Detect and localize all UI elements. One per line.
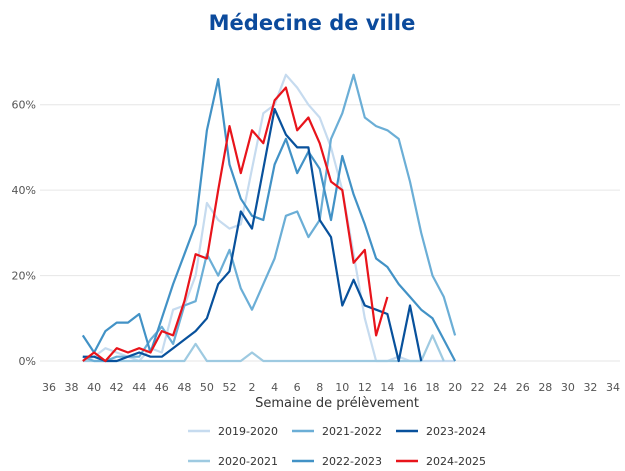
x-tick-label: 48	[177, 381, 191, 394]
x-tick-label: 12	[358, 381, 372, 394]
y-tick-label: 20%	[12, 270, 36, 283]
series-line	[82, 86, 389, 363]
legend-label: 2023-2024	[426, 425, 486, 438]
legend-label: 2020-2021	[218, 455, 278, 467]
series-line	[82, 73, 457, 363]
x-tick-label: 30	[561, 381, 575, 394]
x-tick-label: 40	[87, 381, 101, 394]
x-tick-label: 20	[448, 381, 462, 394]
x-tick-label: 6	[294, 381, 301, 394]
y-tick-label: 40%	[12, 184, 36, 197]
x-tick-label: 38	[65, 381, 79, 394]
x-tick-label: 28	[538, 381, 552, 394]
x-tick-label: 14	[380, 381, 394, 394]
x-tick-label: 42	[110, 381, 124, 394]
legend-label: 2019-2020	[218, 425, 278, 438]
x-tick-label: 46	[155, 381, 169, 394]
x-tick-label: 22	[471, 381, 485, 394]
x-tick-label: 52	[222, 381, 236, 394]
x-tick-label: 32	[583, 381, 597, 394]
series-line	[82, 334, 445, 363]
legend-label: 2021-2022	[322, 425, 382, 438]
x-axis-label: Semaine de prélèvement	[255, 396, 419, 411]
legend-label: 2022-2023	[322, 455, 382, 467]
x-tick-label: 8	[316, 381, 323, 394]
series-line	[82, 107, 423, 363]
x-tick-label: 50	[200, 381, 214, 394]
x-tick-label: 34	[606, 381, 620, 394]
x-tick-label: 44	[132, 381, 146, 394]
x-tick-label: 16	[403, 381, 417, 394]
chart-title: Médecine de ville	[209, 11, 416, 35]
x-tick-label: 10	[335, 381, 349, 394]
x-tick-label: 26	[516, 381, 530, 394]
y-tick-label: 0%	[19, 355, 36, 368]
y-tick-label: 60%	[12, 99, 36, 112]
x-tick-label: 2	[249, 381, 256, 394]
legend-label: 2024-2025	[426, 455, 486, 467]
x-tick-label: 4	[271, 381, 278, 394]
x-tick-label: 24	[493, 381, 507, 394]
series-line	[81, 78, 457, 362]
x-tick-label: 36	[42, 381, 56, 394]
x-tick-label: 18	[426, 381, 440, 394]
